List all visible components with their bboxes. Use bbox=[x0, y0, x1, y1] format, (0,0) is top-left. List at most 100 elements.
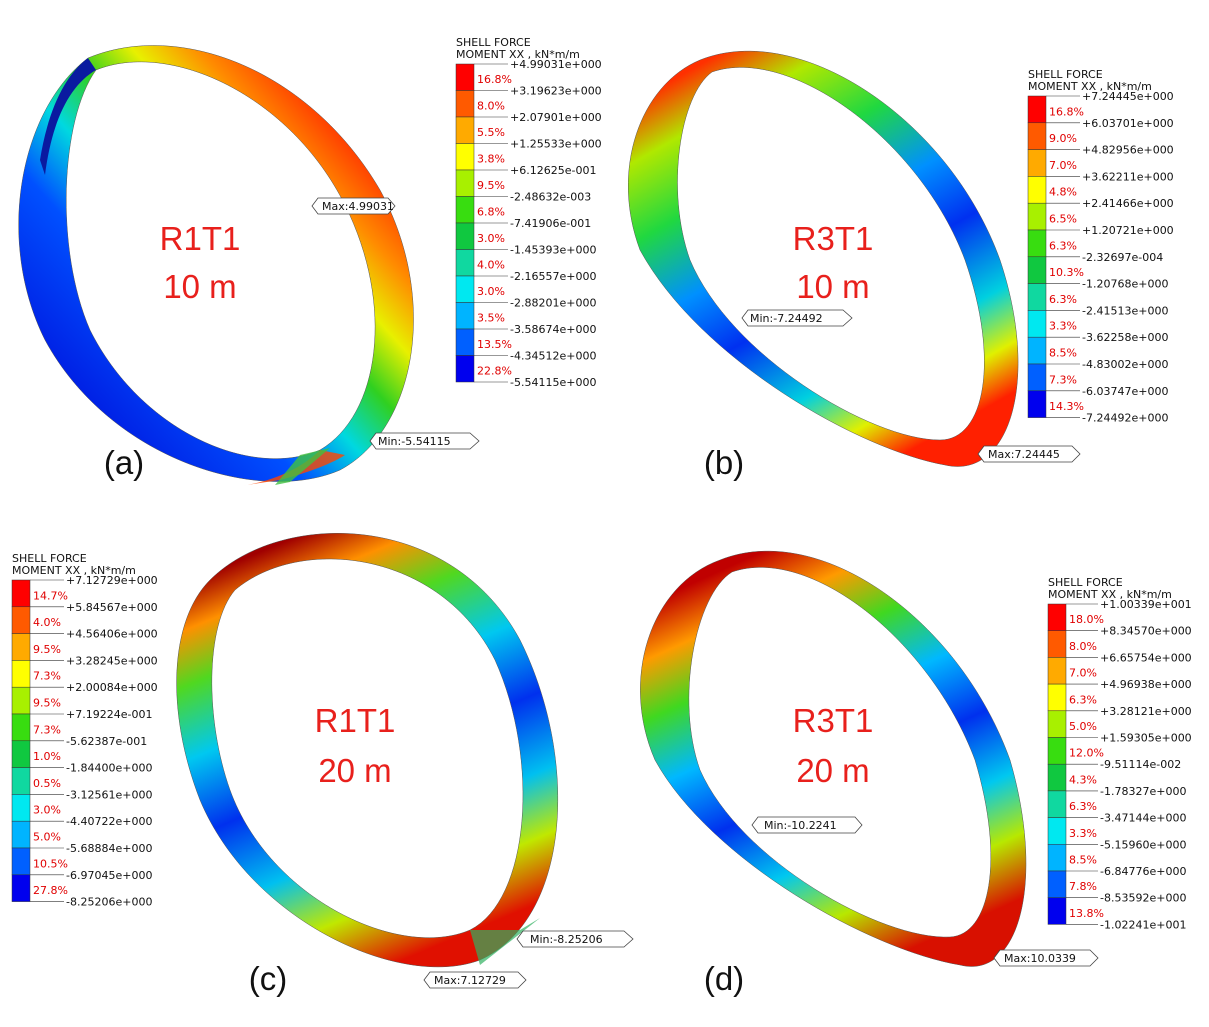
legend-value: +1.20721e+000 bbox=[1082, 224, 1174, 237]
ring-shape bbox=[176, 533, 559, 968]
ring-shape bbox=[18, 45, 414, 486]
legend-percent: 10.3% bbox=[1049, 266, 1084, 279]
legend-percent: 13.8% bbox=[1069, 907, 1104, 920]
legend-title: SHELL FORCE bbox=[456, 36, 531, 49]
legend-value: -2.41513e+000 bbox=[1082, 304, 1168, 317]
legend-color-band bbox=[11, 606, 31, 634]
legend-color-band bbox=[455, 275, 475, 303]
legend-color-band bbox=[455, 63, 475, 91]
ring-label: R1T1 20 m bbox=[315, 702, 396, 789]
legend-value: +5.84567e+000 bbox=[66, 601, 158, 614]
legend-percent: 3.0% bbox=[33, 804, 61, 817]
legend-value: +1.59305e+000 bbox=[1100, 732, 1192, 745]
legend-percent: 3.8% bbox=[477, 153, 505, 166]
legend-color-band bbox=[1027, 256, 1047, 284]
legend-percent: 8.0% bbox=[1069, 640, 1097, 653]
legend-color-band bbox=[455, 169, 475, 197]
legend-color-band bbox=[455, 302, 475, 330]
legend-value: +3.28121e+000 bbox=[1100, 705, 1192, 718]
legend-percent: 6.3% bbox=[1069, 693, 1097, 706]
ring-label: R3T1 20 m bbox=[793, 702, 874, 789]
legend-percent: 9.5% bbox=[33, 696, 61, 709]
legend-value: -1.84400e+000 bbox=[66, 762, 152, 775]
panel-letter: (c) bbox=[249, 960, 287, 997]
legend-percent: 4.3% bbox=[1069, 773, 1097, 786]
ring-label: R1T1 10 m bbox=[160, 220, 241, 305]
legend-color-band bbox=[1027, 283, 1047, 311]
legend-value: +7.12729e+000 bbox=[66, 574, 158, 587]
legend-value: -7.41906e-001 bbox=[510, 217, 591, 230]
legend-value: -2.32697e-004 bbox=[1082, 251, 1163, 264]
max-callout: Max:4.99031 bbox=[311, 197, 396, 215]
legend-value: -4.83002e+000 bbox=[1082, 358, 1168, 371]
legend-unit: MOMENT XX , kN*m/m bbox=[12, 564, 136, 577]
ring-size: 10 m bbox=[163, 268, 236, 305]
legend-value: +3.62211e+000 bbox=[1082, 170, 1174, 183]
legend-color-band bbox=[1027, 95, 1047, 124]
legend-percent: 6.5% bbox=[1049, 212, 1077, 225]
legend-percent: 16.8% bbox=[1049, 105, 1084, 118]
legend-percent: 9.5% bbox=[477, 179, 505, 192]
ring-size: 20 m bbox=[796, 752, 869, 789]
ring-shape bbox=[628, 50, 1019, 467]
legend-percent: 7.3% bbox=[33, 670, 61, 683]
legend-color-band bbox=[1047, 763, 1067, 792]
legend-value: +2.41466e+000 bbox=[1082, 197, 1174, 210]
legend-value: -8.53592e+000 bbox=[1100, 892, 1186, 905]
legend-color-band bbox=[1027, 122, 1047, 150]
legend-color-band bbox=[11, 794, 31, 822]
legend-color-band bbox=[11, 847, 31, 876]
legend-color-band bbox=[11, 633, 31, 661]
legend-value: -3.62258e+000 bbox=[1082, 331, 1168, 344]
legend-percent: 22.8% bbox=[477, 365, 512, 378]
legend-color-band bbox=[11, 820, 31, 849]
max-callout: Max:7.24445 bbox=[977, 445, 1081, 463]
legend-color-band bbox=[11, 686, 31, 715]
min-callout-text: Min:-7.24492 bbox=[750, 312, 823, 325]
legend-color-band bbox=[1047, 790, 1067, 818]
legend-color-band bbox=[11, 660, 31, 688]
legend-value: +2.00084e+000 bbox=[66, 681, 158, 694]
legend-color-band bbox=[1027, 390, 1047, 418]
legend-color-band bbox=[455, 196, 475, 224]
legend-value: -6.84776e+000 bbox=[1100, 865, 1186, 878]
legend-value: +7.19224e-001 bbox=[66, 708, 152, 721]
legend-percent: 8.5% bbox=[1069, 854, 1097, 867]
legend-value: -4.40722e+000 bbox=[66, 815, 152, 828]
min-callout: Min:-7.24492 bbox=[741, 309, 853, 327]
panel-letter: (b) bbox=[704, 444, 744, 481]
legend-color-band bbox=[1047, 844, 1067, 872]
legend-color-band bbox=[11, 740, 31, 768]
legend-percent: 8.0% bbox=[477, 100, 505, 113]
panel-letter: (d) bbox=[704, 960, 744, 997]
legend-value: -9.51114e-002 bbox=[1100, 758, 1181, 771]
ring-name: R1T1 bbox=[160, 220, 241, 257]
legend-value: -6.97045e+000 bbox=[66, 869, 152, 882]
legend-percent: 6.3% bbox=[1049, 239, 1077, 252]
panel-d: R3T1 20 m (d) Min:-10.2241 Max:10.0339 S… bbox=[640, 550, 1192, 997]
legend-color-band bbox=[1027, 176, 1047, 204]
legend-value: -7.24492e+000 bbox=[1082, 412, 1168, 425]
legend-value: -4.34512e+000 bbox=[510, 350, 596, 363]
panel-letter: (a) bbox=[104, 444, 144, 481]
legend-value: -3.58674e+000 bbox=[510, 323, 596, 336]
max-callout: Max:10.0339 bbox=[993, 949, 1099, 967]
legend-percent: 6.3% bbox=[1049, 293, 1077, 306]
legend-percent: 4.8% bbox=[1049, 186, 1077, 199]
panel-b: R3T1 10 m (b) Min:-7.24492 Max:7.24445 S… bbox=[628, 50, 1174, 481]
legend-value: +4.96938e+000 bbox=[1100, 678, 1192, 691]
legend-percent: 13.5% bbox=[477, 338, 512, 351]
legend-value: -2.88201e+000 bbox=[510, 297, 596, 310]
legend-percent: 3.3% bbox=[1069, 827, 1097, 840]
legend-value: -6.03747e+000 bbox=[1082, 385, 1168, 398]
legend-percent: 3.0% bbox=[477, 285, 505, 298]
legend-color-band bbox=[1047, 870, 1067, 898]
legend-title: SHELL FORCE bbox=[1028, 68, 1103, 81]
legend-color-band bbox=[1047, 737, 1067, 765]
ring-name: R3T1 bbox=[793, 702, 874, 739]
legend-value: +3.19623e+000 bbox=[510, 85, 602, 98]
min-callout: Min:-5.54115 bbox=[369, 432, 480, 450]
